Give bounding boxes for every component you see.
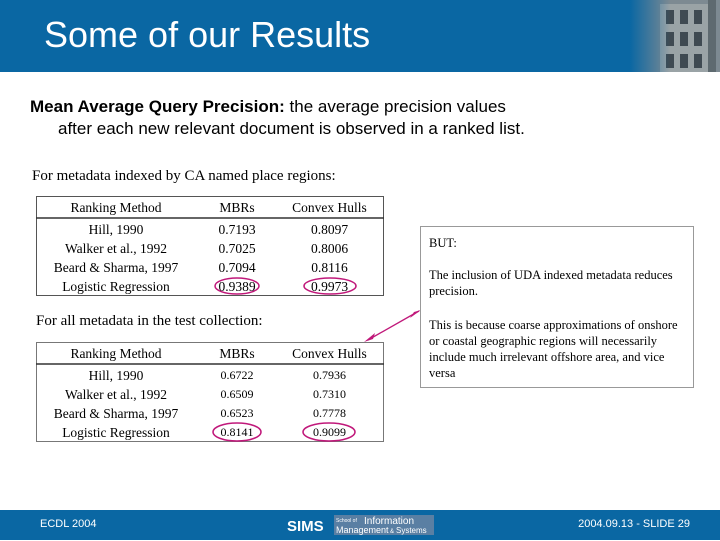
table1-caption: For metadata indexed by CA named place r… [32, 168, 336, 184]
table1-row3-method: Beard & Sharma, 1997 [53, 260, 179, 275]
table2-header-row: Ranking Method MBRs Convex Hulls [36, 344, 384, 363]
footer-conference: ECDL 2004 [40, 518, 97, 530]
table-row: Beard & Sharma, 1997 0.6523 0.7778 [36, 404, 384, 423]
table1-header-row: Ranking Method MBRs Convex Hulls [36, 198, 384, 217]
logo-systems: Systems [396, 526, 427, 535]
table1-header-hulls: Convex Hulls [292, 200, 367, 215]
table2-row4-mbrs: 0.8141 [220, 425, 254, 439]
table1-rules [36, 196, 384, 296]
highlight-circle [303, 277, 357, 295]
table2-row2-method: Walker et al., 1992 [64, 387, 167, 402]
table-row: Beard & Sharma, 1997 0.7094 0.8116 [36, 258, 384, 277]
highlight-circle [214, 277, 260, 295]
table1-row2-mbrs: 0.7025 [218, 241, 256, 256]
note-box: BUT: The inclusion of UDA indexed metada… [420, 226, 694, 388]
intro-term: Mean Average Query Precision: [30, 97, 285, 116]
table2-row2-mbrs: 0.6509 [220, 387, 254, 401]
intro-text-line2: after each new relevant document is obse… [58, 119, 525, 138]
table2-row3-method: Beard & Sharma, 1997 [53, 406, 179, 421]
intro-paragraph: Mean Average Query Precision: the averag… [30, 96, 690, 140]
table1-header-mbrs: MBRs [219, 200, 255, 215]
table1-row3-hulls: 0.8116 [311, 260, 348, 275]
table2-row1-mbrs: 0.6722 [220, 368, 254, 382]
table2-row4-hulls: 0.9099 [313, 425, 346, 439]
logo-sims: SIMS [287, 518, 324, 535]
logo-panel [334, 515, 434, 535]
table2-header-hulls: Convex Hulls [292, 346, 367, 361]
table2-highlight-circles [212, 422, 356, 442]
table2-row3-hulls: 0.7778 [313, 406, 346, 420]
table2-header-method: Ranking Method [70, 346, 162, 361]
table1-row2-hulls: 0.8006 [310, 241, 349, 256]
table2-header-mbrs: MBRs [219, 346, 255, 361]
table1-header-method: Ranking Method [70, 200, 162, 215]
table-row: Walker et al., 1992 0.6509 0.7310 [36, 385, 384, 404]
logo-management: Management [336, 525, 389, 535]
table1-row3-mbrs: 0.7094 [218, 260, 256, 275]
results-table-ca-regions: Ranking Method MBRs Convex Hulls Hill, 1… [36, 196, 384, 296]
logo-information: Information [364, 516, 414, 527]
intro-text-line1: the average precision values [284, 97, 506, 116]
slide-title: Some of our Results [44, 14, 371, 55]
table2-row3-mbrs: 0.6523 [220, 406, 254, 420]
table1-row1-hulls: 0.8097 [310, 222, 349, 237]
note-paragraph-2: This is because coarse approximations of… [429, 318, 678, 380]
table-row: Hill, 1990 0.6722 0.7936 [36, 366, 384, 385]
building-photo [630, 0, 720, 72]
table-row: Walker et al., 1992 0.7025 0.8006 [36, 239, 384, 258]
table-row: Logistic Regression 0.9389 0.9973 [36, 277, 384, 296]
table-row: Logistic Regression 0.8141 0.9099 [36, 423, 384, 442]
table1-row4-hulls: 0.9973 [310, 279, 349, 294]
footer-slide-number: 2004.09.13 - SLIDE 29 [578, 518, 690, 530]
table1-row1-mbrs: 0.7193 [218, 222, 256, 237]
table2-row1-method: Hill, 1990 [88, 368, 144, 383]
highlight-circle [302, 422, 356, 442]
table2-row1-hulls: 0.7936 [313, 368, 346, 382]
table1-highlight-circles [214, 277, 357, 295]
table1-row4-method: Logistic Regression [62, 279, 170, 294]
table1-row4-mbrs: 0.9389 [218, 279, 256, 294]
logo-and: & [390, 529, 394, 535]
note-heading: BUT: [429, 236, 457, 250]
note-paragraph-1: The inclusion of UDA indexed metadata re… [429, 268, 673, 298]
sims-logo: SIMS School of Information Management & … [286, 514, 436, 536]
table2-caption: For all metadata in the test collection: [36, 313, 263, 329]
footer-bar: ECDL 2004 SIMS School of Information Man… [0, 510, 720, 540]
table2-row4-method: Logistic Regression [62, 425, 170, 440]
table1-row2-method: Walker et al., 1992 [64, 241, 167, 256]
table2-rules [36, 342, 384, 442]
results-table-all-metadata: Ranking Method MBRs Convex Hulls Hill, 1… [36, 342, 384, 442]
highlight-circle [212, 422, 262, 442]
table2-row2-hulls: 0.7310 [313, 387, 346, 401]
table1-row1-method: Hill, 1990 [88, 222, 144, 237]
title-bar: Some of our Results [0, 0, 720, 72]
table-row: Hill, 1990 0.7193 0.8097 [36, 220, 384, 239]
logo-school-of: School of [336, 518, 357, 524]
